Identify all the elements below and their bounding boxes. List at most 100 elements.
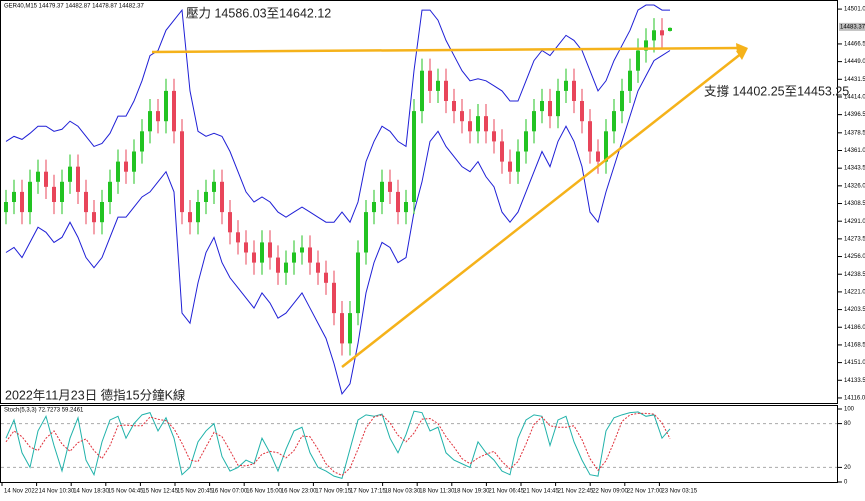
y-tick-label: 14378.50: [844, 130, 865, 136]
candle-body: [444, 80, 448, 102]
y-tick-label: 80: [844, 421, 851, 427]
candle-body: [548, 101, 552, 117]
candle-body: [92, 212, 96, 223]
candle-body: [180, 131, 184, 213]
candle-body: [36, 171, 40, 182]
y-tick-label: 14221.00: [844, 289, 865, 295]
support-label: 支撐 14402.25至14453.25: [704, 84, 849, 98]
candle-body: [156, 111, 160, 122]
y-tick-label: 14308.50: [844, 201, 865, 207]
candle-body: [580, 101, 584, 122]
x-tick-label: 14 Nov 10:30: [39, 489, 75, 495]
y-tick-label: 14466.50: [844, 42, 865, 48]
y-tick-label: 20: [844, 465, 851, 471]
y-tick-label: 14151.00: [844, 360, 865, 366]
x-tick-label: 22 Nov 17:00: [627, 489, 663, 495]
candle-body: [404, 202, 408, 213]
main-panel: [0, 0, 838, 404]
candle-body: [188, 212, 192, 223]
candle-body: [220, 181, 224, 213]
candle-body: [124, 161, 128, 172]
marks: 14501.00 14466.50 14449.00 14431.50 14414.00…: [1, 4, 865, 495]
candle-body: [28, 181, 32, 213]
candle-body: [228, 212, 232, 233]
x-tick-label: 18 Nov 03:30: [385, 489, 421, 495]
bollinger-band: [5, 4, 670, 224]
candle-body: [372, 202, 376, 213]
candle-body: [260, 242, 264, 263]
candle-body: [108, 181, 112, 203]
candle-body: [452, 101, 456, 112]
candle-body: [300, 247, 304, 253]
candle-body: [380, 181, 384, 203]
x-tick-label: 15 Nov 04:45: [108, 489, 144, 495]
candle-body: [532, 111, 536, 132]
arrow-head: [736, 48, 748, 60]
candle-body: [556, 90, 560, 117]
price-marker-label: 14483.37: [840, 24, 865, 30]
resistance-label: 壓力 14586.03至14642.12: [186, 6, 331, 20]
candle-body: [468, 121, 472, 132]
candle-body: [500, 141, 504, 162]
candle-body: [620, 90, 624, 112]
stoch-panel: [0, 405, 838, 483]
x-tick-label: 21 Nov 14:45: [523, 489, 559, 495]
candle-body: [252, 252, 256, 263]
x-tick-label: 17 Nov 17:15: [350, 489, 386, 495]
stoch-line: [5, 410, 671, 479]
candle-body: [492, 131, 496, 142]
y-tick-label: 14431.50: [844, 77, 865, 83]
candle-body: [172, 90, 176, 132]
x-tick-label: 18 Nov 19:30: [454, 489, 490, 495]
candle-body: [628, 70, 632, 91]
chart-caption: 2022年11月23日 德指15分鐘K線: [5, 387, 186, 402]
candle-body: [388, 181, 392, 192]
x-tick-label: 14 Nov 2022: [4, 489, 39, 495]
candle-body: [292, 252, 296, 263]
candle-body: [668, 27, 672, 31]
y-tick-label: 0: [844, 480, 848, 486]
x-tick-label: 21 Nov 06:45: [488, 489, 524, 495]
y-tick-label: 14343.50: [844, 166, 865, 172]
x-tick-label: 15 Nov 20:45: [177, 489, 213, 495]
candle-body: [268, 242, 272, 258]
candle-body: [60, 181, 64, 203]
candle-body: [476, 116, 480, 132]
resistance-line: [151, 46, 741, 54]
candle-body: [572, 80, 576, 102]
y-tick-label: 14396.50: [844, 112, 865, 118]
candle-body: [284, 262, 288, 273]
y-tick-label: 14256.00: [844, 254, 865, 260]
candle-body: [524, 131, 528, 152]
candle-body: [340, 313, 344, 344]
candle-body: [356, 252, 360, 314]
x-tick-label: 17 Nov 09:15: [315, 489, 351, 495]
candle-body: [164, 90, 168, 122]
candle-body: [76, 166, 80, 192]
candle-body: [276, 257, 280, 273]
y-tick-label: 14449.00: [844, 59, 865, 65]
y-tick-label: 14326.00: [844, 183, 865, 189]
candle-body: [420, 70, 424, 112]
candle-body: [660, 30, 664, 36]
y-tick-label: 14186.00: [844, 325, 865, 331]
candle-body: [412, 111, 416, 203]
x-tick-label: 15 Nov 12:45: [142, 489, 178, 495]
y-tick-label: 14501.00: [844, 7, 865, 13]
candle-body: [44, 171, 48, 187]
candle-body: [596, 151, 600, 162]
candle-body: [564, 80, 568, 91]
candle-body: [308, 247, 312, 263]
y-tick-label: 14291.00: [844, 219, 865, 225]
candle-body: [460, 111, 464, 122]
candle-body: [316, 262, 320, 273]
y-tick-label: 14414.00: [844, 95, 865, 101]
candle-body: [148, 111, 152, 132]
y-tick-label: 14168.50: [844, 343, 865, 349]
candle-body: [204, 191, 208, 203]
candle-body: [332, 282, 336, 314]
x-tick-label: 21 Nov 22:45: [558, 489, 594, 495]
x-tick-label: 23 Nov 03:15: [661, 489, 697, 495]
x-tick-label: 16 Nov 07:00: [212, 489, 248, 495]
